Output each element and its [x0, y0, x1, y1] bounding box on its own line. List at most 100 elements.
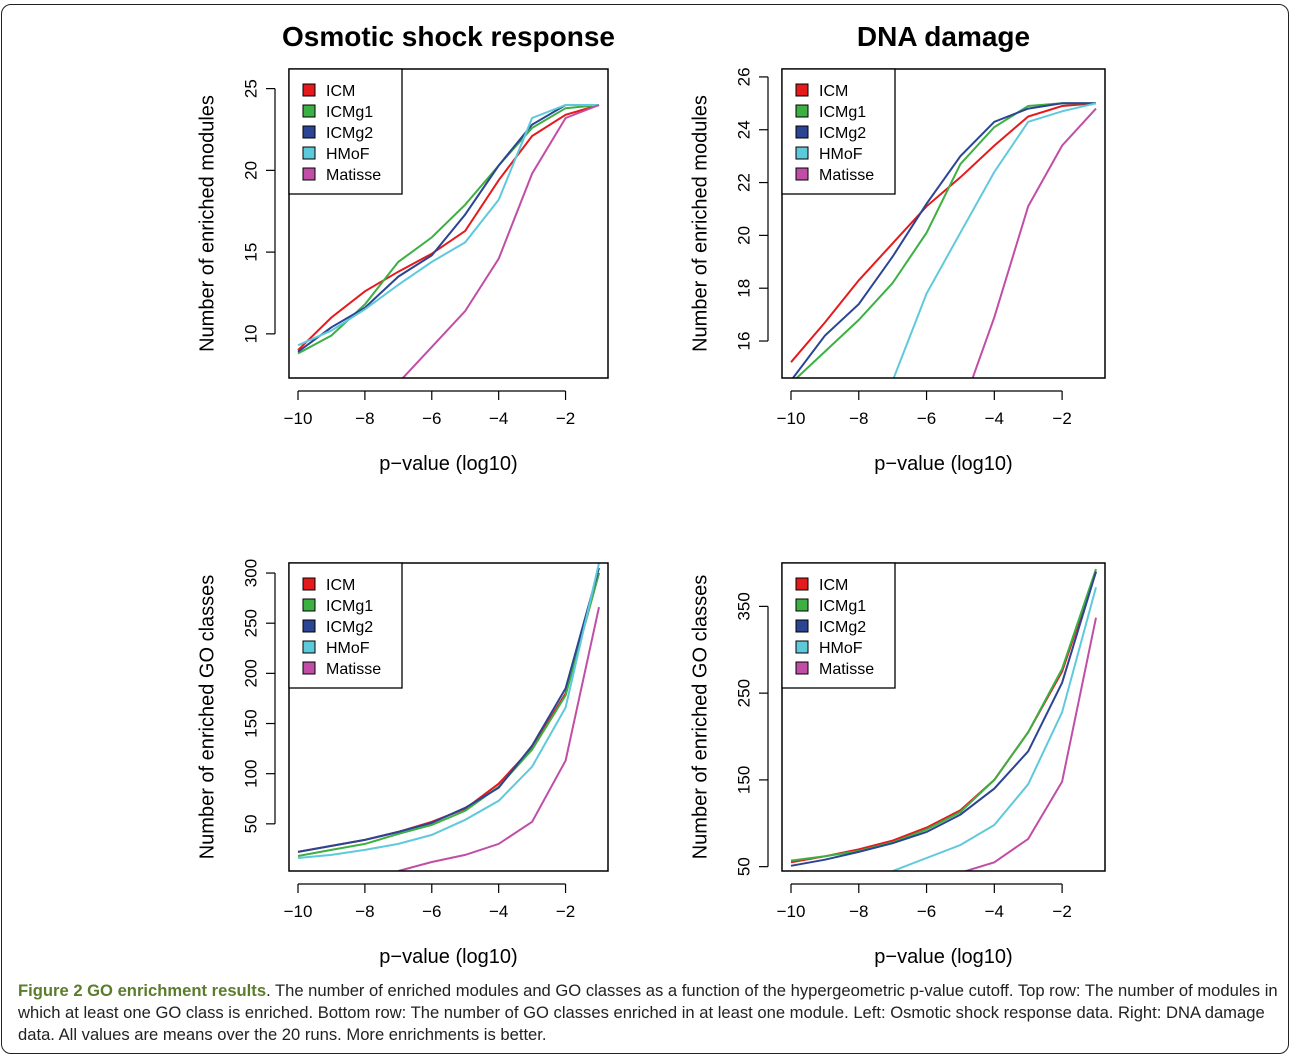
- x-tick-label: −6: [917, 902, 936, 921]
- legend-swatch-matisse: [302, 661, 316, 675]
- legend-label-icmg2: ICMg2: [326, 125, 373, 142]
- legend: ICM ICMg1 ICMg2 HMoF Matisse: [288, 562, 403, 689]
- x-tick-label: −4: [489, 409, 508, 428]
- legend-label-hmof: HMoF: [819, 146, 863, 163]
- series-line-icmg2: [790, 571, 1097, 867]
- x-axis-label: p−value (log10): [379, 946, 517, 968]
- chart-title: Osmotic shock response: [282, 21, 615, 52]
- y-tick-label: 24: [734, 120, 753, 139]
- legend-swatch-icmg2: [302, 125, 316, 139]
- y-tick-label: 20: [734, 226, 753, 245]
- panel-osmotic-modules: Osmotic shock response −10 −8 −6 −4 −2 p−value…: [196, 21, 615, 475]
- legend: ICM ICMg1 ICMg2 HMoF Matisse: [781, 562, 896, 689]
- plot-border: [781, 68, 1106, 379]
- series-line-icm: [297, 104, 600, 351]
- legend-label-matisse: Matisse: [326, 661, 381, 678]
- y-axis-label: Number of enriched GO classes: [196, 575, 218, 860]
- figure-caption: Figure 2 GO enrichment results. The numb…: [18, 980, 1280, 1046]
- legend-label-hmof: HMoF: [326, 146, 370, 163]
- plot-border: [781, 562, 1106, 872]
- legend-swatch-icmg2: [795, 619, 809, 633]
- legend-swatch-icmg2: [795, 125, 809, 139]
- x-tick-label: −6: [917, 409, 936, 428]
- legend-swatch-hmof: [795, 146, 809, 160]
- legend-swatch-icm: [795, 83, 809, 97]
- y-tick-label: 350: [734, 592, 753, 620]
- chart-title: DNA damage: [857, 21, 1030, 52]
- legend-swatch-icm: [302, 83, 316, 97]
- legend-label-icmg1: ICMg1: [326, 598, 373, 615]
- x-tick-label: −10: [777, 409, 806, 428]
- panel-dna-go-classes: −10 −8 −6 −4 −2 p−value (log10) 50 150 250 350 Num…: [689, 562, 1106, 968]
- x-tick-label: −2: [1052, 902, 1071, 921]
- series-lines: [297, 104, 600, 378]
- y-tick-label: 100: [241, 759, 260, 787]
- x-tick-label: −4: [985, 902, 1004, 921]
- series-lines: [297, 563, 600, 871]
- series-line-icmg1: [795, 102, 1096, 378]
- x-axis-label: p−value (log10): [874, 453, 1012, 475]
- legend-label-icm: ICM: [326, 83, 355, 100]
- legend-label-icmg2: ICMg2: [819, 125, 866, 142]
- x-tick-label: −2: [1052, 409, 1071, 428]
- x-axis-label: p−value (log10): [874, 946, 1012, 968]
- x-tick-label: −10: [284, 902, 313, 921]
- legend-label-hmof: HMoF: [819, 640, 863, 657]
- legend-label-icm: ICM: [326, 577, 355, 594]
- legend-swatch-icm: [302, 577, 316, 591]
- x-tick-label: −2: [556, 902, 575, 921]
- legend-swatch-hmof: [302, 146, 316, 160]
- y-axis-label: Number of enriched GO classes: [689, 575, 711, 860]
- plot-border: [288, 68, 609, 379]
- x-tick-label: −2: [556, 409, 575, 428]
- series-line-icmg2: [791, 102, 1096, 378]
- y-tick-label: 22: [734, 173, 753, 192]
- plot-border: [288, 562, 609, 872]
- legend-swatch-icmg1: [795, 598, 809, 612]
- legend-label-icmg1: ICMg1: [819, 598, 866, 615]
- y-tick-label: 10: [241, 324, 260, 343]
- x-tick-label: −8: [355, 409, 374, 428]
- legend-label-icmg1: ICMg1: [819, 104, 866, 121]
- series-line-hmof: [892, 587, 1097, 871]
- legend-swatch-hmof: [795, 640, 809, 654]
- legend-label-icm: ICM: [819, 577, 848, 594]
- y-tick-label: 150: [241, 709, 260, 737]
- panel-osmotic-go-classes: −10 −8 −6 −4 −2 p−value (log10) 50 100 150 200 250…: [196, 559, 609, 968]
- y-tick-label: 25: [241, 79, 260, 98]
- series-line-matisse: [962, 617, 1097, 871]
- legend-swatch-icmg1: [302, 104, 316, 118]
- series-line-matisse: [401, 104, 600, 378]
- y-tick-label: 50: [734, 857, 753, 876]
- y-tick-label: 200: [241, 659, 260, 687]
- y-tick-label: 300: [241, 559, 260, 587]
- legend-label-hmof: HMoF: [326, 640, 370, 657]
- legend-swatch-icm: [795, 577, 809, 591]
- y-tick-label: 18: [734, 279, 753, 298]
- legend-swatch-hmof: [302, 640, 316, 654]
- series-line-icm: [790, 102, 1097, 363]
- figure-frame: [1, 4, 1289, 1054]
- series-line-icmg2: [297, 567, 600, 853]
- legend-label-matisse: Matisse: [819, 167, 874, 184]
- series-lines: [790, 102, 1097, 378]
- legend-label-icm: ICM: [819, 83, 848, 100]
- x-tick-label: −8: [849, 902, 868, 921]
- caption-text: . The number of enriched modules and GO …: [18, 981, 1278, 1044]
- x-tick-label: −10: [777, 902, 806, 921]
- y-tick-label: 15: [241, 243, 260, 262]
- series-line-hmof: [297, 563, 600, 859]
- y-tick-label: 16: [734, 332, 753, 351]
- caption-label: Figure 2 GO enrichment results: [18, 981, 267, 1000]
- y-axis-label: Number of enriched modules: [196, 95, 218, 352]
- legend-swatch-icmg2: [302, 619, 316, 633]
- x-tick-label: −10: [284, 409, 313, 428]
- legend-swatch-matisse: [302, 167, 316, 181]
- y-axis-label: Number of enriched modules: [689, 95, 711, 352]
- series-lines: [790, 568, 1097, 871]
- series-line-icmg2: [297, 104, 599, 353]
- series-line-hmof: [892, 102, 1097, 378]
- x-tick-label: −8: [355, 902, 374, 921]
- legend-label-icmg2: ICMg2: [326, 619, 373, 636]
- legend-label-matisse: Matisse: [326, 167, 381, 184]
